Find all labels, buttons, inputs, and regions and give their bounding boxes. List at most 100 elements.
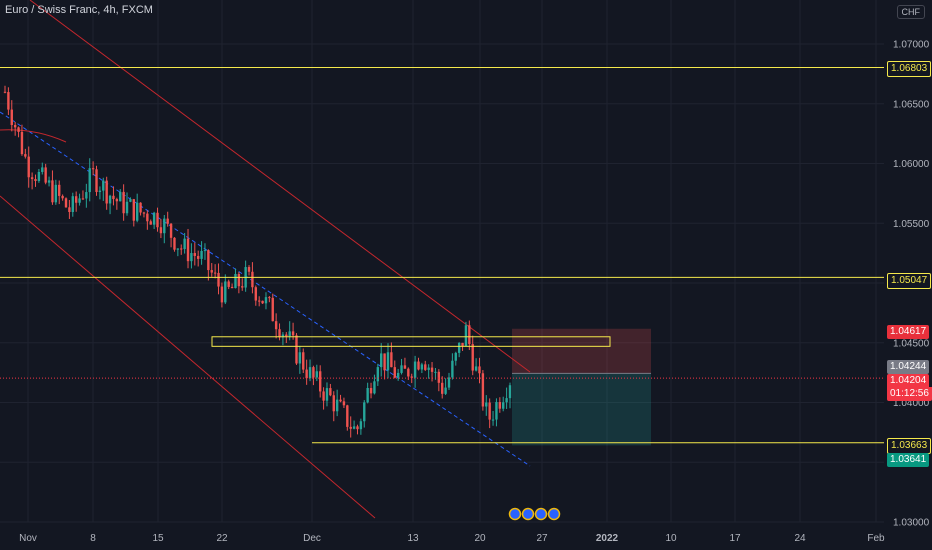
candle-body — [257, 300, 261, 302]
candle-body — [332, 395, 335, 412]
candle-body — [346, 405, 349, 427]
candle-body — [227, 281, 230, 287]
candle-body — [61, 195, 64, 199]
candle-body — [488, 402, 491, 420]
candle-body — [169, 223, 173, 238]
trend-lines — [0, 0, 531, 519]
candle-body — [410, 376, 413, 378]
candle-body — [122, 191, 125, 214]
time-tick-label: 8 — [90, 533, 96, 544]
candle-body — [508, 385, 512, 399]
event-marker-icon[interactable] — [547, 507, 561, 521]
candle-body — [163, 218, 166, 234]
candle-body — [342, 401, 346, 406]
time-tick-label: 10 — [665, 533, 677, 544]
time-tick-label: 15 — [152, 533, 164, 544]
candle-body — [369, 388, 373, 394]
time-tick-label: 17 — [729, 533, 741, 544]
candle-body — [139, 202, 142, 213]
candle-body — [217, 272, 220, 287]
candle-body — [207, 250, 210, 271]
candle-body — [363, 402, 366, 422]
position-zones — [512, 328, 651, 446]
candle-body — [319, 371, 322, 392]
curve-line — [0, 129, 67, 143]
candle-body — [274, 321, 278, 330]
candle-body — [10, 109, 13, 126]
time-tick-label: 13 — [407, 533, 419, 544]
candle-body — [54, 184, 58, 203]
candle-body — [7, 92, 10, 110]
candle-body — [132, 199, 135, 221]
candle-body — [427, 367, 430, 370]
candle-body — [112, 195, 115, 200]
price-tick-label: 1.07000 — [893, 40, 930, 51]
candle-body — [325, 388, 329, 401]
candle-body — [454, 352, 457, 361]
candle-body — [142, 212, 146, 214]
candle-body — [241, 286, 244, 288]
candle-body — [349, 426, 352, 429]
candle-body — [413, 361, 417, 378]
candle-body — [407, 368, 410, 377]
candle-body — [183, 238, 186, 250]
candle-body — [451, 360, 454, 378]
candle-body — [359, 421, 363, 430]
candle-body — [88, 168, 91, 193]
candle-body — [430, 367, 434, 372]
candle-body — [234, 273, 237, 289]
price-tick-label: 1.06500 — [893, 99, 930, 110]
candle-body — [315, 371, 319, 378]
stop-loss-zone — [512, 328, 651, 374]
candle-body — [251, 271, 254, 288]
time-tick-label: Nov — [19, 533, 37, 544]
candle-body — [173, 237, 176, 250]
price-tick-label: 1.04000 — [893, 398, 930, 409]
event-marker-icon[interactable] — [508, 507, 522, 521]
candle-body — [224, 281, 227, 303]
candle-body — [37, 171, 41, 181]
candle-body — [339, 399, 342, 402]
candle-body — [471, 344, 474, 371]
candle-body — [13, 125, 17, 128]
price-tick-label: 1.06000 — [893, 159, 930, 170]
time-tick-label: 24 — [794, 533, 806, 544]
candle-body — [386, 352, 390, 371]
candle-body — [461, 342, 464, 347]
candle-body — [420, 364, 424, 370]
candle-body — [495, 402, 498, 420]
candle-body — [352, 426, 356, 429]
event-marker-icon[interactable] — [521, 507, 535, 521]
candle-body — [491, 419, 495, 421]
candle-body — [308, 367, 312, 379]
candle-body — [335, 399, 339, 412]
candle-body — [295, 335, 298, 364]
candle-body — [166, 218, 169, 224]
candle-body — [437, 371, 441, 383]
candle-body — [457, 342, 461, 353]
candle-body — [271, 297, 274, 322]
candle-body — [285, 334, 288, 337]
candle-body — [129, 199, 132, 202]
candle-body — [322, 391, 325, 401]
candle-body — [366, 388, 369, 403]
time-tick-label: 22 — [216, 533, 228, 544]
take-profit-zone — [512, 373, 651, 446]
event-marker-icon[interactable] — [534, 507, 548, 521]
currency-button[interactable]: CHF — [896, 5, 925, 19]
time-tick-label: 2022 — [596, 533, 619, 544]
event-markers[interactable] — [508, 507, 561, 521]
candle-body — [424, 364, 427, 370]
candle-body — [376, 367, 380, 382]
candle-body — [247, 267, 251, 272]
candle-body — [356, 426, 359, 430]
resistance-box — [211, 336, 611, 347]
candle-body — [193, 253, 196, 256]
candle-body — [159, 227, 163, 234]
candle-body — [102, 180, 105, 191]
candle-body — [146, 213, 149, 222]
candlesticks — [3, 85, 512, 438]
candle-body — [278, 329, 281, 338]
